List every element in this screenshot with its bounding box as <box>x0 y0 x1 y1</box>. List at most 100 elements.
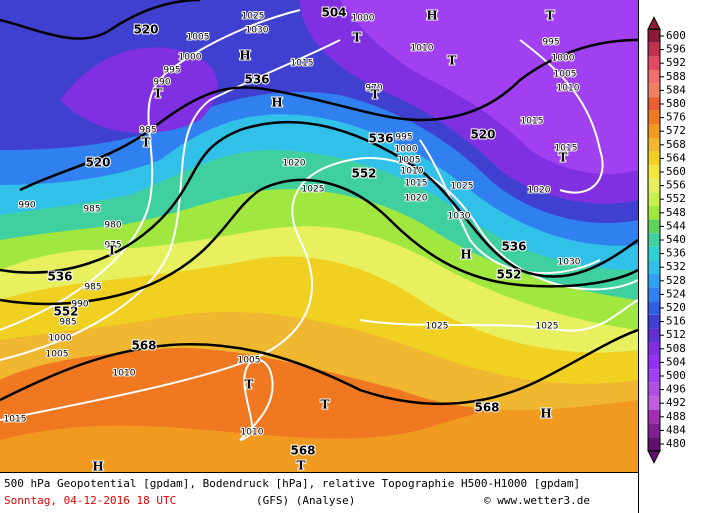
colorbar-swatch <box>648 56 660 70</box>
colorbar-label: 512 <box>666 328 686 341</box>
pressure-label: 1005 <box>46 350 69 360</box>
colorbar-label: 568 <box>666 138 686 151</box>
geopotential-label: 536 <box>368 132 393 146</box>
colorbar-swatch <box>648 29 660 43</box>
pressure-label: 1005 <box>187 33 210 43</box>
colorbar-swatch <box>648 83 660 98</box>
pressure-label: 1010 <box>241 428 264 438</box>
pressure-label: 990 <box>71 300 88 310</box>
pressure-label: 985 <box>83 205 100 215</box>
colorbar-label: 528 <box>666 274 686 287</box>
colorbar-label: 500 <box>666 369 686 382</box>
colorbar-label: 496 <box>666 383 686 396</box>
pressure-center: T <box>154 87 163 101</box>
pressure-label: 1000 <box>552 54 575 64</box>
pressure-label: 1020 <box>528 186 551 196</box>
colorbar-swatch <box>648 138 660 152</box>
pressure-center: H <box>460 248 471 262</box>
pressure-center: T <box>448 54 457 68</box>
geopotential-label: 552 <box>351 167 376 181</box>
pressure-center: H <box>426 9 437 23</box>
pressure-center: T <box>559 151 568 165</box>
colorbar-label: 544 <box>666 219 686 232</box>
pressure-label: 990 <box>153 78 170 88</box>
pressure-label: 1000 <box>395 145 418 155</box>
pressure-label: 1005 <box>398 156 421 166</box>
colorbar-swatch <box>648 314 660 329</box>
colorbar-swatch <box>648 369 660 383</box>
geopotential-lines <box>0 0 638 406</box>
pressure-label: 985 <box>139 126 156 136</box>
pressure-label: 1015 <box>4 415 27 425</box>
geopotential-label: 568 <box>474 401 499 415</box>
colorbar-swatch <box>648 178 660 193</box>
pressure-label: 980 <box>104 221 121 231</box>
pressure-label: 1000 <box>352 14 375 24</box>
colorbar-label: 560 <box>666 165 686 178</box>
footer-line1: 500 hPa Geopotential [gpdam], Bodendruck… <box>4 477 580 490</box>
pressure-label: 995 <box>163 66 180 76</box>
pressure-center: T <box>108 244 117 258</box>
pressure-label: 1010 <box>411 44 434 54</box>
geopotential-label: 536 <box>47 270 72 284</box>
colorbar-label: 532 <box>666 260 686 273</box>
colorbar-label: 572 <box>666 124 686 137</box>
pressure-label: 1005 <box>554 70 577 80</box>
colorbar-swatch <box>648 219 660 234</box>
pressure-label: 1030 <box>558 258 581 268</box>
colorbar-label: 564 <box>666 151 686 164</box>
pressure-label: 1015 <box>291 59 314 69</box>
colorbar-label: 552 <box>666 192 686 205</box>
colorbar-label: 536 <box>666 247 686 260</box>
colorbar-swatch <box>648 42 660 57</box>
pressure-center: H <box>271 96 282 110</box>
colorbar-swatch <box>648 423 660 438</box>
colorbar-label: 524 <box>666 287 686 300</box>
pressure-label: 1015 <box>521 117 544 127</box>
colorbar-label: 488 <box>666 410 686 423</box>
colorbar-swatch <box>648 206 660 220</box>
colorbar-swatch <box>648 110 660 125</box>
pressure-center: T <box>321 398 330 412</box>
pressure-label: 1000 <box>179 53 202 63</box>
pressure-center: T <box>142 136 151 150</box>
colorbar-swatch <box>648 396 660 410</box>
geopotential-label: 568 <box>290 444 315 458</box>
pressure-center: T <box>353 31 362 45</box>
colorbar-swatch <box>648 165 660 179</box>
pressure-label: 1025 <box>242 12 265 22</box>
colorbar-label: 592 <box>666 56 686 69</box>
colorbar-label: 548 <box>666 206 686 219</box>
pressure-label: 1015 <box>405 179 428 189</box>
pressure-center: T <box>297 459 306 473</box>
pressure-label: 995 <box>395 133 412 143</box>
pressure-label: 1025 <box>536 322 559 332</box>
colorbar-swatch <box>648 246 660 261</box>
pressure-center: T <box>546 9 555 23</box>
footer-model: (GFS) (Analyse) <box>256 494 355 507</box>
colorbar-label: 596 <box>666 43 686 56</box>
pressure-label: 985 <box>59 318 76 328</box>
pressure-center: T <box>371 88 380 102</box>
colorbar-swatch <box>648 97 660 111</box>
pressure-label: 990 <box>18 201 35 211</box>
colorbar-label: 520 <box>666 301 686 314</box>
pressure-center: H <box>540 407 551 421</box>
colorbar-swatch <box>648 124 660 138</box>
colorbar-swatch <box>648 342 660 356</box>
pressure-label: 1025 <box>426 322 449 332</box>
colorbar-swatch <box>648 437 660 451</box>
pressure-label: 1030 <box>246 26 269 36</box>
colorbar-label: 516 <box>666 315 686 328</box>
pressure-label: 1025 <box>451 182 474 192</box>
pressure-label: 1000 <box>49 334 72 344</box>
colorbar-swatch <box>648 287 660 302</box>
pressure-label: 1015 <box>555 144 578 154</box>
pressure-label: 1010 <box>113 369 136 379</box>
pressure-label: 1025 <box>302 185 325 195</box>
colorbar-swatch <box>648 151 660 166</box>
map-labels: 520 536 520 536 552 520 536 552 536 552 568 568 568 5… <box>3 5 582 475</box>
geopotential-label: 536 <box>501 240 526 254</box>
colorbar-swatch <box>648 301 660 315</box>
